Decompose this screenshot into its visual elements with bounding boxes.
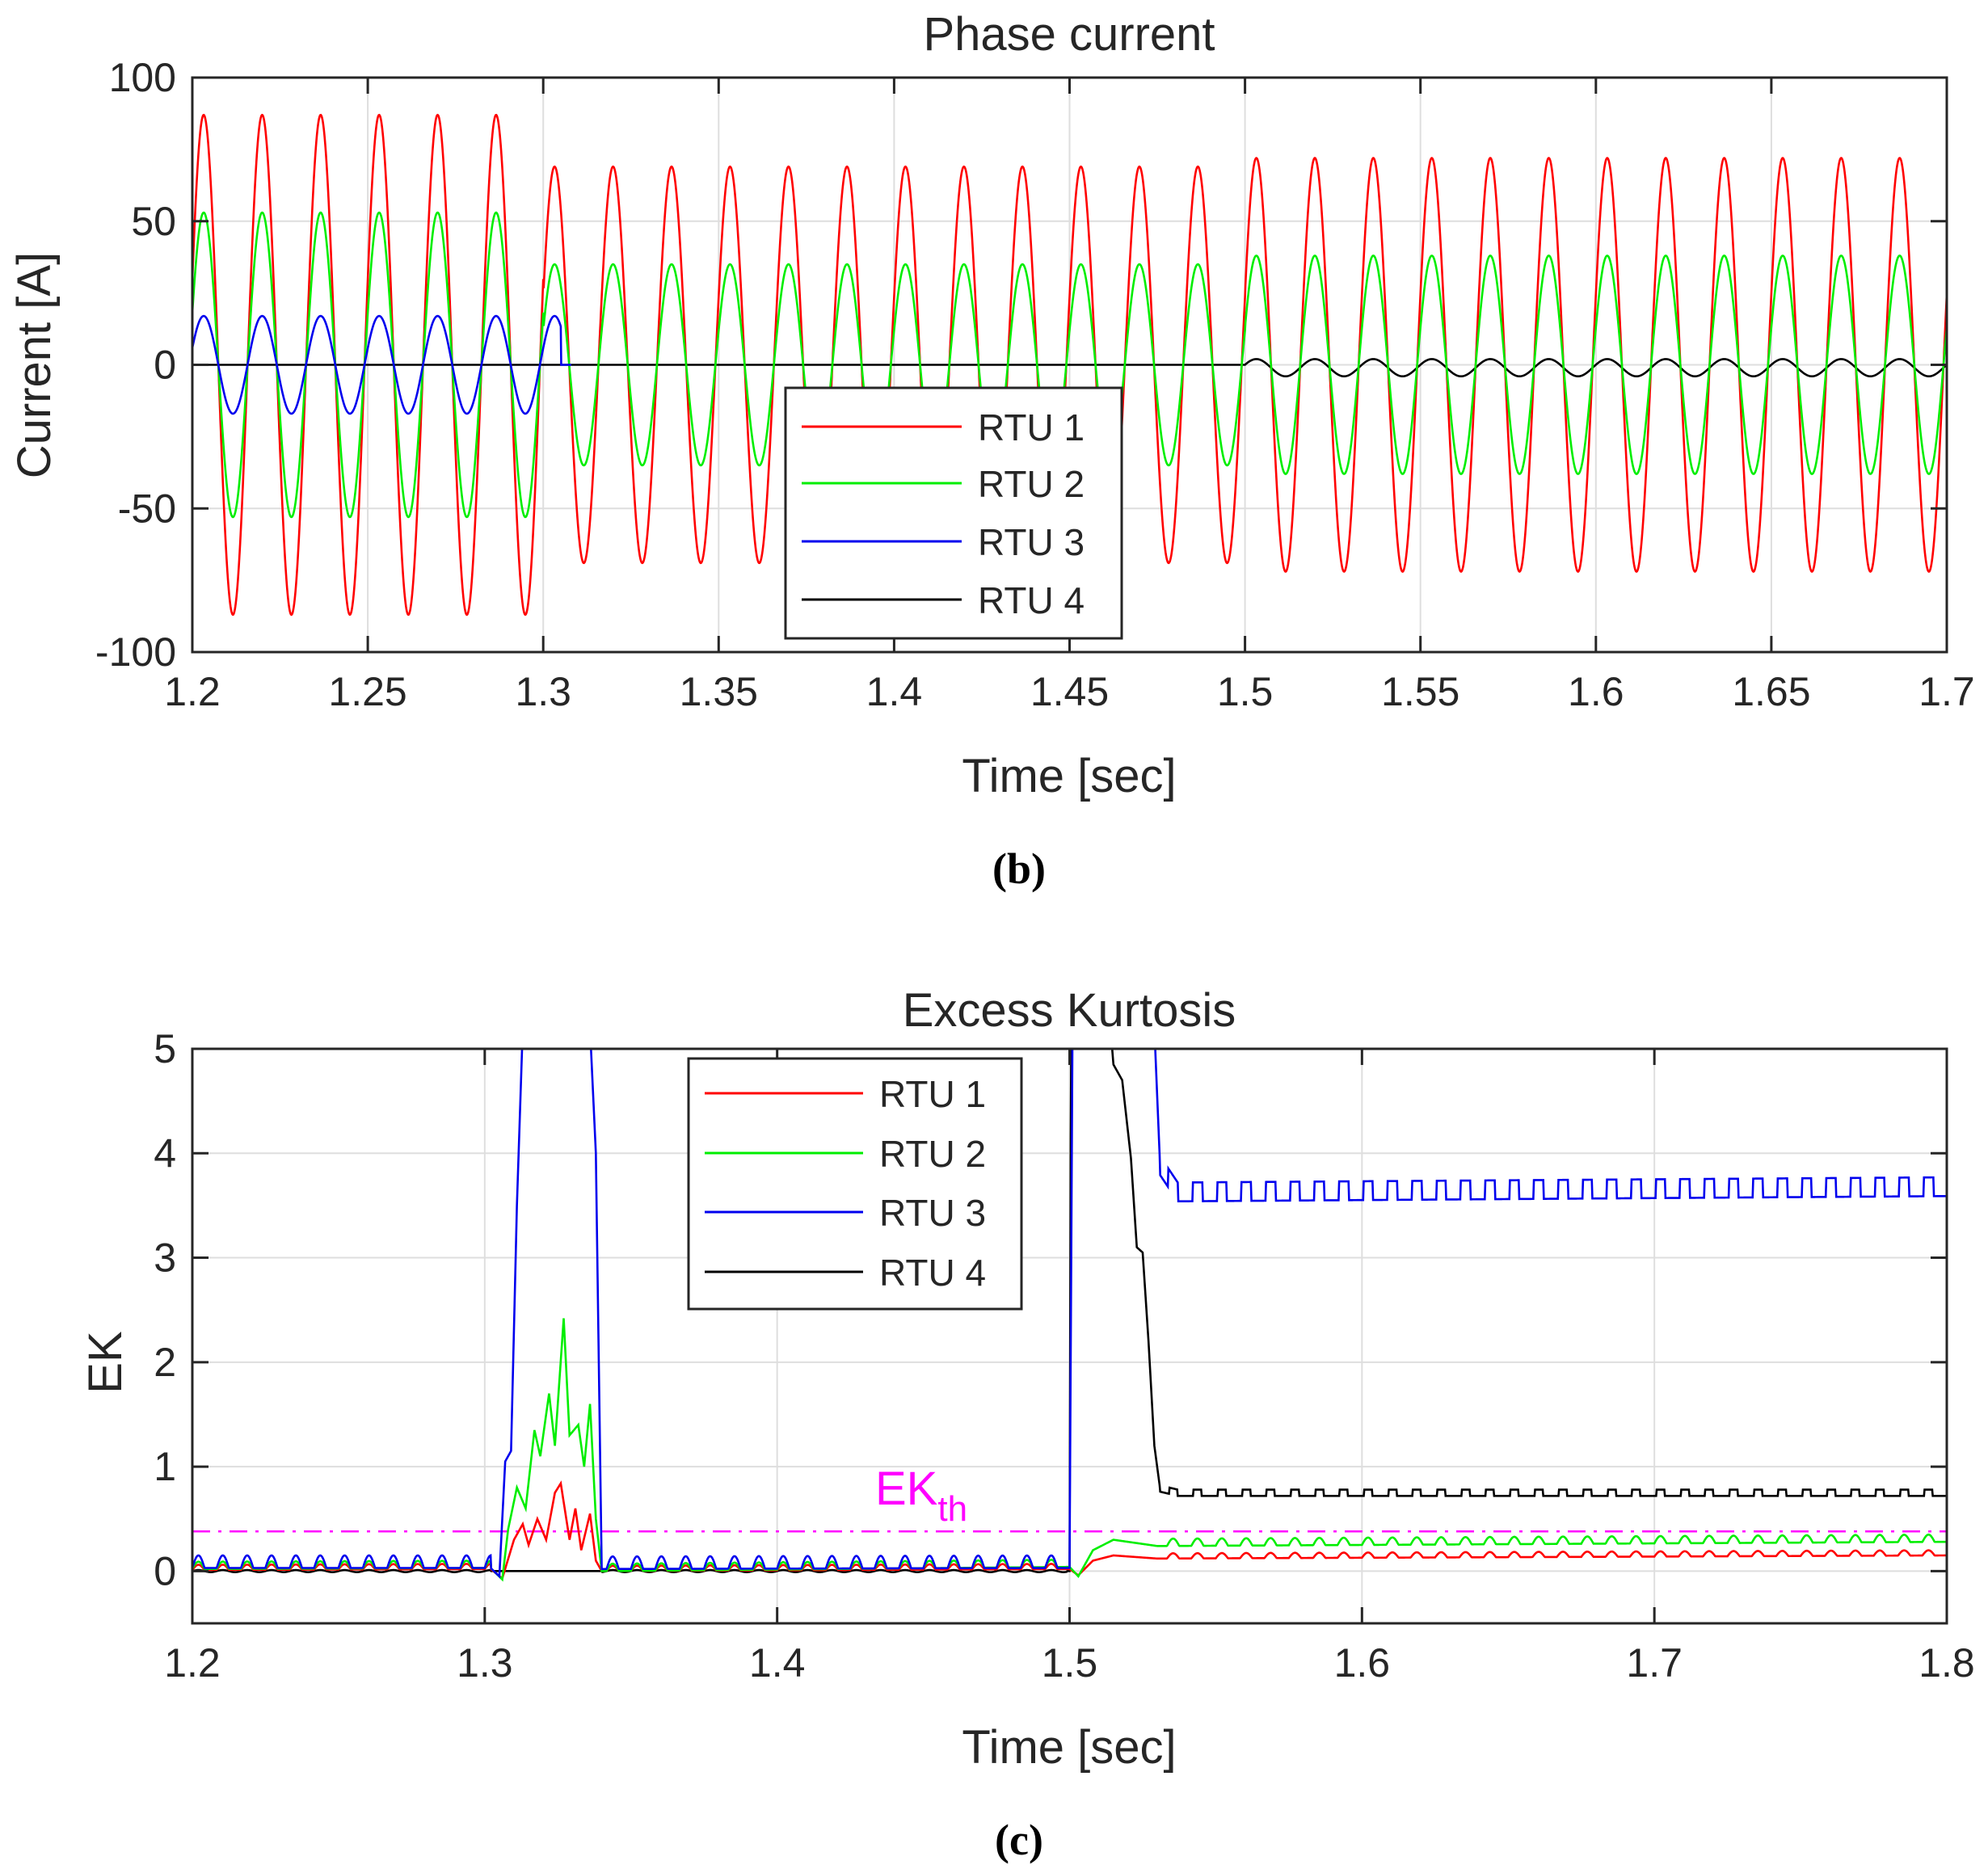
y-tick-label: 100 <box>109 55 176 100</box>
x-tick-label: 1.7 <box>1919 669 1975 714</box>
y-axis-label: EK <box>79 1331 132 1394</box>
legend-label-rtu4: RTU 4 <box>879 1252 986 1294</box>
series-line-rtu3 <box>192 314 571 415</box>
chart-title: Excess Kurtosis <box>903 984 1236 1037</box>
series-line-rtu2 <box>192 211 1947 519</box>
legend: RTU 1 RTU 2 RTU 3 RTU 4 <box>687 1057 1023 1311</box>
series-group <box>192 113 1947 617</box>
axis-ticks <box>191 1047 1948 1623</box>
x-tick-label: 1.3 <box>515 669 571 714</box>
y-tick-label: 50 <box>131 199 176 244</box>
legend-label-rtu2: RTU 2 <box>978 463 1085 505</box>
caption-c: (c) <box>995 1816 1043 1864</box>
x-tick-label: 1.4 <box>866 669 923 714</box>
x-tick-label: 1.7 <box>1626 1640 1683 1686</box>
y-tick-label: 0 <box>154 343 176 388</box>
y-tick-label: 0 <box>154 1548 176 1593</box>
x-tick-label: 1.4 <box>749 1640 806 1686</box>
threshold-label: EKth <box>875 1463 967 1529</box>
series-line-rtu4 <box>192 1049 1947 1573</box>
x-tick-labels: 1.2 1.3 1.4 1.5 1.6 1.7 1.8 <box>164 1640 1975 1686</box>
x-axis-label: Time [sec] <box>962 750 1176 802</box>
legend: RTU 1 RTU 2 RTU 3 RTU 4 <box>784 386 1123 640</box>
x-tick-label: 1.5 <box>1042 1640 1098 1686</box>
caption-b: (b) <box>992 844 1046 893</box>
x-tick-label: 1.3 <box>457 1640 513 1686</box>
x-axis-label: Time [sec] <box>962 1721 1176 1774</box>
legend-label-rtu3: RTU 3 <box>978 521 1085 563</box>
y-tick-label: -50 <box>118 486 176 531</box>
x-tick-label: 1.5 <box>1217 669 1274 714</box>
legend-box <box>687 1057 1023 1311</box>
x-tick-label: 1.8 <box>1919 1640 1975 1686</box>
x-tick-label: 1.2 <box>164 669 221 714</box>
chart-title: Phase current <box>923 8 1215 61</box>
y-axis-label: Current [A] <box>8 252 61 478</box>
x-tick-label: 1.65 <box>1732 669 1810 714</box>
threshold-label-text: EKth <box>875 1463 967 1529</box>
x-tick-label: 1.6 <box>1568 669 1624 714</box>
series-group <box>192 1049 1947 1582</box>
x-tick-label: 1.6 <box>1334 1640 1391 1686</box>
x-tick-label: 1.2 <box>164 1640 221 1686</box>
x-tick-label: 1.25 <box>328 669 406 714</box>
legend-label-rtu1: RTU 1 <box>978 406 1085 448</box>
y-tick-label: 1 <box>154 1444 176 1489</box>
series-line-rtu1 <box>192 113 1947 617</box>
y-tick-label: 4 <box>154 1130 176 1176</box>
legend-label-rtu3: RTU 3 <box>879 1192 986 1234</box>
y-tick-label: 2 <box>154 1340 176 1385</box>
legend-label-rtu4: RTU 4 <box>978 579 1085 621</box>
x-tick-labels: 1.2 1.25 1.3 1.35 1.4 1.45 1.5 1.55 1.6 1.65 1.7 <box>164 669 1975 714</box>
y-tick-label: -100 <box>95 629 176 675</box>
threshold-label-subscript: th <box>937 1489 967 1529</box>
series-line-rtu3 <box>192 1049 1947 1579</box>
x-tick-label: 1.35 <box>680 669 758 714</box>
legend-label-rtu1: RTU 1 <box>879 1073 986 1115</box>
series-line-rtu4 <box>192 358 1947 378</box>
y-tick-labels: -100 -50 0 50 100 <box>95 55 176 675</box>
x-tick-label: 1.45 <box>1030 669 1109 714</box>
axis-ticks <box>191 76 1948 654</box>
y-tick-label: 5 <box>154 1026 176 1071</box>
threshold-label-main: EK <box>875 1463 938 1515</box>
y-tick-labels: 0 1 2 3 4 5 <box>154 1026 176 1593</box>
x-tick-label: 1.55 <box>1381 669 1459 714</box>
legend-label-rtu2: RTU 2 <box>879 1133 986 1175</box>
legend-box <box>784 386 1123 640</box>
y-tick-label: 3 <box>154 1235 176 1281</box>
